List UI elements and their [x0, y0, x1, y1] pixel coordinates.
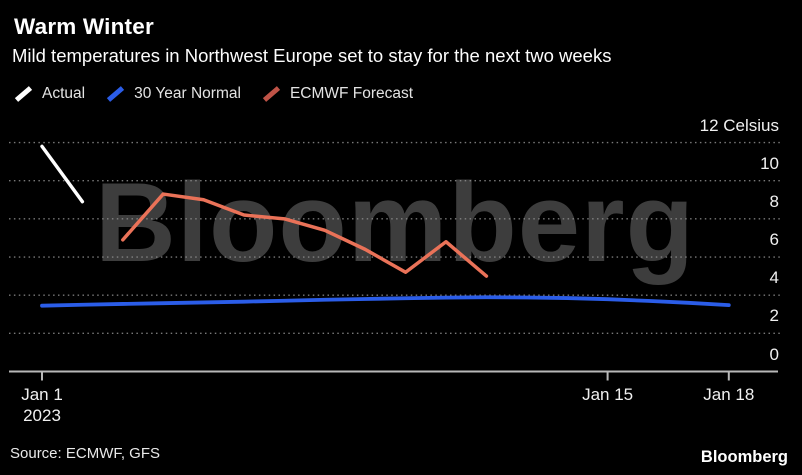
legend-item-ecmwf-forecast: ECMWF Forecast [260, 85, 413, 103]
y-axis-label: 10 [760, 153, 779, 173]
legend-label: Actual [42, 85, 86, 102]
y-axis-label: 12 Celsius [699, 115, 779, 135]
y-axis-label: 8 [769, 191, 779, 211]
legend-slash-icon [106, 86, 125, 102]
x-axis-label: Jan 1 2023 [0, 384, 102, 426]
y-axis-label: 6 [769, 230, 779, 250]
y-axis-label: 2 [769, 306, 779, 326]
legend-item-actual: Actual [12, 85, 85, 103]
bloomberg-watermark: Bloomberg [94, 160, 696, 285]
legend-label: ECMWF Forecast [289, 85, 414, 102]
series-30-year-normal [40, 295, 731, 308]
x-axis-label: Jan 15 [582, 385, 634, 404]
x-axis-label: Jan 18 [703, 385, 755, 404]
page-subtitle: Mild temperatures in Northwest Europe se… [12, 45, 612, 66]
legend-item-30-year-normal: 30 Year Normal [104, 85, 241, 103]
x-axis-year-label: 2023 [23, 406, 61, 425]
legend-slash-icon [262, 86, 281, 102]
source-text: Source: ECMWF, GFS [10, 445, 161, 462]
legend-slash-icon [14, 86, 33, 102]
chart-legend: Actual 30 Year Normal ECMWF Forecast [12, 85, 413, 103]
y-axis-label: 4 [769, 268, 779, 288]
legend-label: 30 Year Normal [134, 85, 241, 102]
bloomberg-logo: Bloomberg [700, 448, 788, 466]
page-title: Warm Winter [14, 14, 154, 39]
y-axis-label: 0 [769, 344, 779, 364]
